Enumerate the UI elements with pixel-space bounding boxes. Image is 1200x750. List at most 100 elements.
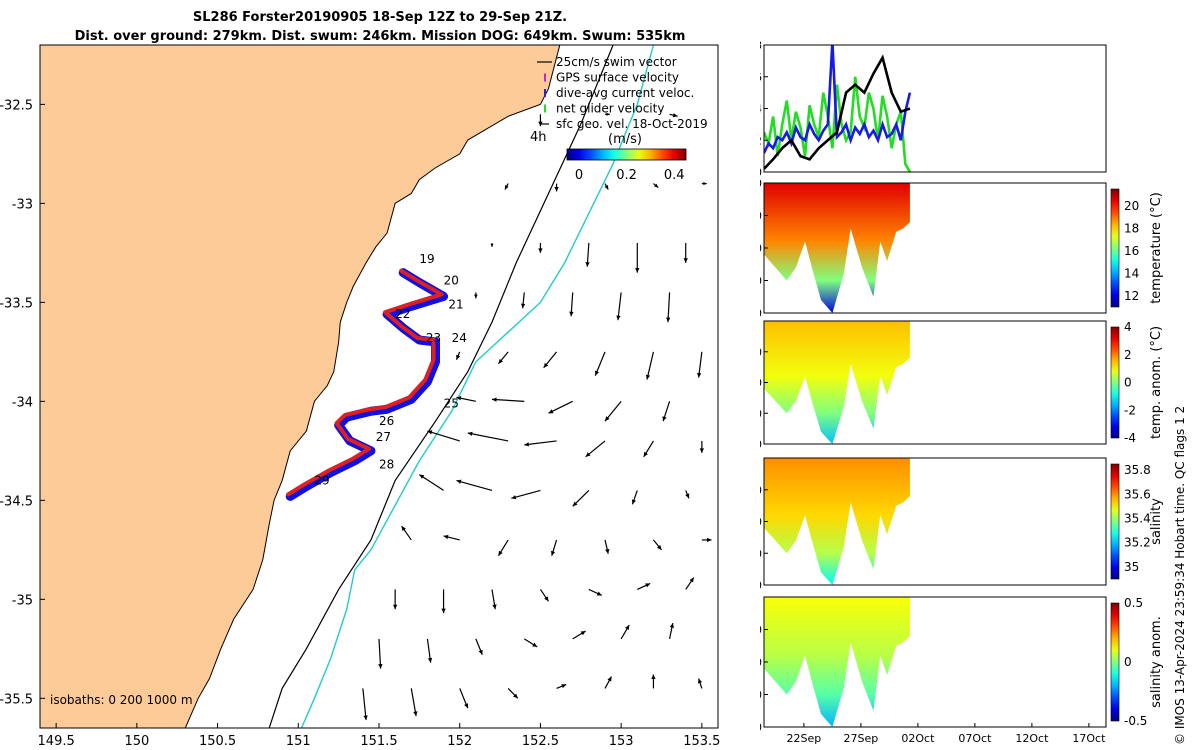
temperature-colorbar <box>1110 188 1120 308</box>
temperature-colorbar-tick: 16 <box>1124 244 1139 258</box>
svg-text:net glider velocity: net glider velocity <box>556 102 664 116</box>
surface-velocity-arrow <box>588 588 603 596</box>
surface-velocity-arrow <box>572 630 586 640</box>
temperature-y-tick: 50 <box>760 210 762 223</box>
title-line-1: SL286 Forster20190905 18-Sep 12Z to 29-S… <box>192 10 568 25</box>
surface-velocity-arrow <box>410 688 418 717</box>
surface-velocity-arrow <box>497 351 509 365</box>
surface-velocity-arrow <box>620 624 630 640</box>
surface-velocity-arrow <box>520 292 526 309</box>
surface-velocity-arrow <box>604 400 622 422</box>
surface-velocity-arrow <box>697 351 703 378</box>
temperature-anomaly-y-tick: 50 <box>760 346 762 359</box>
surface-velocity-arrow <box>538 114 543 127</box>
time-x-tick: 22Sep <box>787 732 822 745</box>
surface-velocity-arrow <box>637 582 651 590</box>
surface-velocity-arrow <box>701 181 707 186</box>
surface-velocity-arrow <box>539 589 549 602</box>
surface-velocity-arrow <box>523 638 538 648</box>
surface-velocity-arrow <box>490 242 494 247</box>
map-y-tick-label: -34.5 <box>0 494 33 509</box>
salinity-anomaly-y-tick: 100 <box>760 656 762 669</box>
salinity-anomaly-y-tick: 150 <box>760 689 762 702</box>
time-x-tick: 07Oct <box>958 732 992 745</box>
salinity-anomaly-colorbar-tick: 0.5 <box>1124 596 1143 610</box>
legend-entry: net glider velocity <box>544 102 664 116</box>
surface-velocity-arrow <box>426 638 433 663</box>
map-legend: 25cm/s swim vector GPS surface velocitydi… <box>530 55 708 183</box>
svg-text:dive-avg current veloc.: dive-avg current veloc. <box>556 86 694 100</box>
temperature-y-tick: 150 <box>760 275 762 288</box>
surface-velocity-arrow <box>594 351 606 376</box>
legend-entry: dive-avg current veloc. <box>544 86 694 100</box>
surface-velocity-arrow <box>427 430 460 442</box>
temperature-anomaly-colorbar-tick: 0 <box>1124 376 1132 390</box>
map-colorbar <box>566 148 687 161</box>
track-day-label: 22 <box>395 307 410 321</box>
svg-text:GPS surface velocity: GPS surface velocity <box>556 71 679 85</box>
glider-track-current <box>285 268 449 501</box>
map-x-tick-label: 152.5 <box>522 734 559 749</box>
glider-track-surface <box>286 268 444 497</box>
temperature-y-tick: 200 <box>760 307 762 320</box>
surface-velocity-arrow <box>491 397 525 402</box>
legend-entry: sfc geo. vel. 18-Oct-2019 <box>541 117 708 131</box>
surface-velocity-arrow <box>604 183 609 190</box>
surface-velocity-arrow <box>685 490 690 499</box>
surface-velocity-arrow <box>651 674 656 689</box>
surface-velocity-arrow <box>362 688 368 721</box>
map-y-tick-label: -33 <box>12 197 33 212</box>
surface-velocity-arrow <box>475 638 483 655</box>
surface-velocity-arrow <box>699 440 705 453</box>
time-x-tick: 27Sep <box>844 732 879 745</box>
temperature-anomaly-colorbar-tick: -2 <box>1124 403 1136 417</box>
time-x-tick: 02Oct <box>901 732 935 745</box>
map-y-tick-label: -35 <box>12 593 33 608</box>
time-x-tick: 17Oct <box>1072 732 1106 745</box>
salinity-anomaly-section <box>764 597 910 727</box>
surface-velocity-arrow <box>548 400 573 414</box>
track-day-label: 26 <box>379 414 394 428</box>
surface-velocity-arrow <box>507 687 519 699</box>
map-x-tick-label: 150 <box>124 734 149 749</box>
surface-velocity-arrow <box>538 242 543 253</box>
time-x-tick: 12Oct <box>1015 732 1049 745</box>
map-x-tick-label: 152 <box>447 734 472 749</box>
surface-velocity-arrow <box>456 396 476 402</box>
velocity-y-tick: 0.4 <box>760 103 762 116</box>
map-colorbar-tick: 0 <box>575 168 583 183</box>
temperature-anomaly-y-tick: 200 <box>760 438 762 451</box>
temperature-anomaly-y-tick: 150 <box>760 407 762 420</box>
velocity-y-tick: 0.2 <box>760 134 762 147</box>
surface-velocity-arrow <box>455 351 461 361</box>
surface-velocity-arrow <box>467 431 509 442</box>
velocity-series-1 <box>764 76 912 172</box>
track-day-label: 21 <box>448 297 463 311</box>
isobath-1000 <box>300 45 655 728</box>
surface-velocity-arrow <box>441 589 446 614</box>
surface-velocity-arrow <box>585 440 606 458</box>
surface-velocity-arrow <box>635 242 640 273</box>
surface-velocity-arrow <box>572 490 590 507</box>
surface-velocity-arrow <box>456 479 493 492</box>
surface-velocity-arrow <box>631 490 638 505</box>
map-colorbar-label: (m/s) <box>608 132 642 147</box>
track-day-label: 25 <box>444 396 459 410</box>
surface-velocity-arrow <box>662 401 671 422</box>
track-day-label: 27 <box>376 430 391 444</box>
map-chart: 19 20 21 22 23 24 25 26 27 28 29 149.5 150 150.5 151 1… <box>0 44 720 749</box>
surface-velocity-arrow <box>401 525 412 541</box>
surface-velocity-arrow <box>504 183 509 190</box>
map-x-tick-label: 151 <box>286 734 311 749</box>
surface-velocity-arrow <box>392 589 398 610</box>
velocity-y-tick: 0.8 <box>760 39 762 52</box>
salinity-y-tick: 150 <box>760 547 762 560</box>
salinity-y-tick: 50 <box>760 484 762 497</box>
salinity-anomaly-y-tick: 50 <box>760 624 762 637</box>
surface-velocity-arrow <box>701 537 712 543</box>
surface-velocity-arrow <box>669 113 678 118</box>
svg-text:25cm/s swim vector: 25cm/s swim vector <box>556 55 677 69</box>
surface-velocity-arrow <box>616 292 622 321</box>
map-x-tick-label: 153.5 <box>683 734 720 749</box>
temperature-anomaly-section <box>764 321 910 444</box>
